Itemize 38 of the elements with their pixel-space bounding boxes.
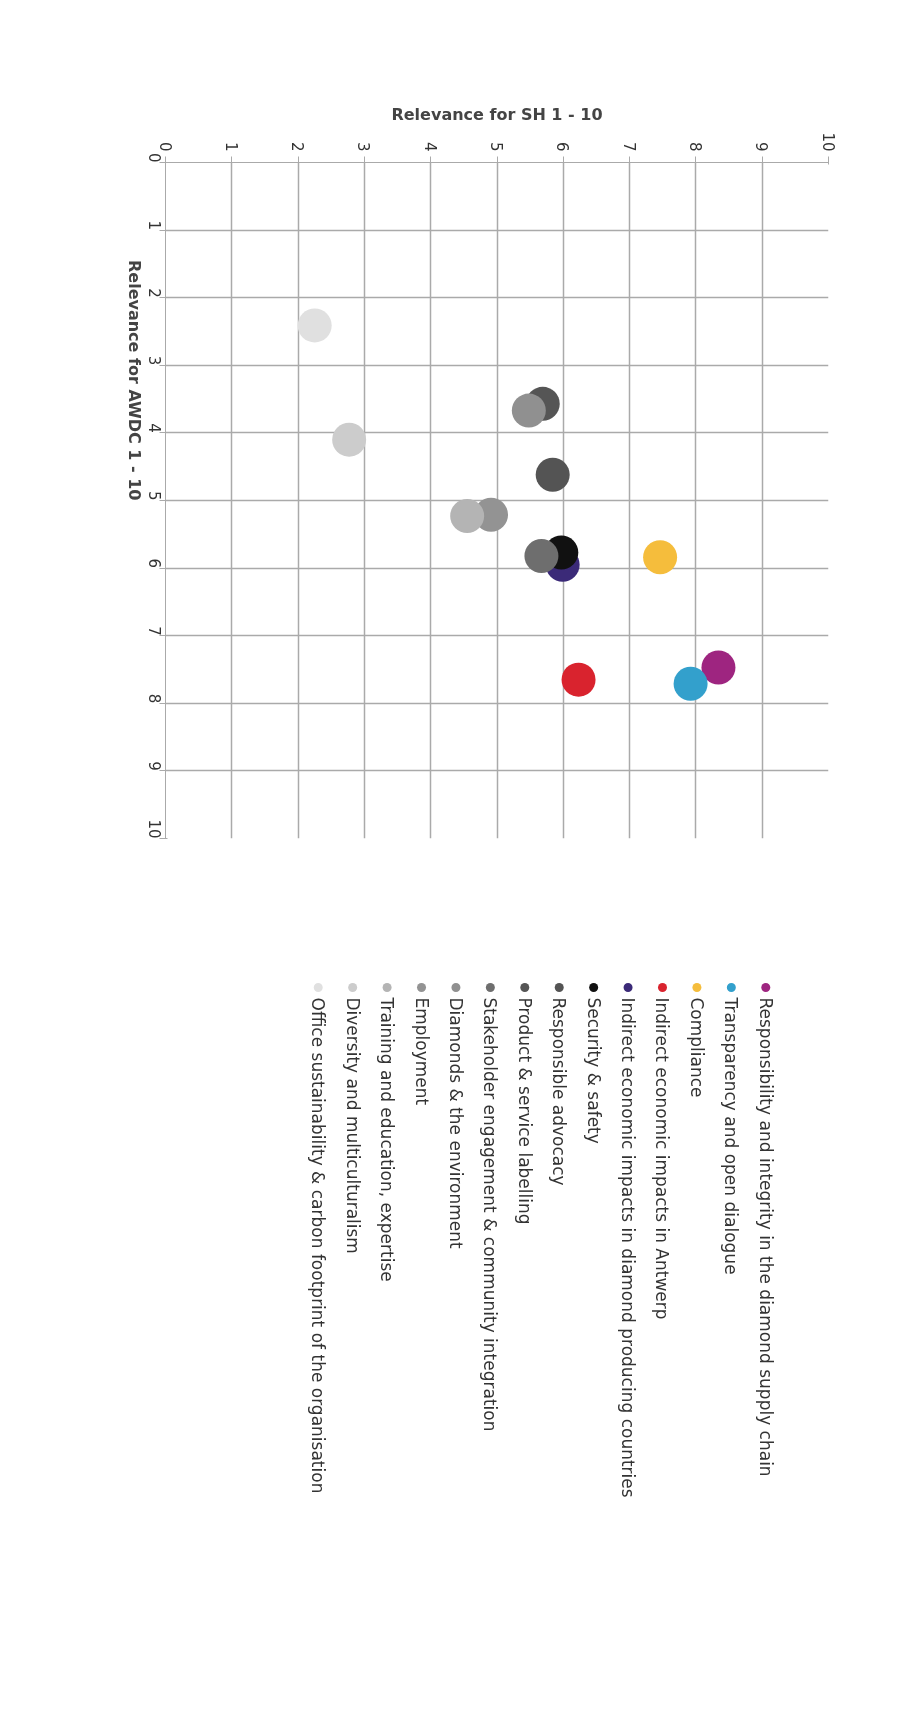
- y-tick-label: 0: [144, 152, 163, 163]
- x-tick-label: 2: [288, 141, 307, 152]
- y-tick-label: 2: [144, 288, 163, 298]
- legend-label: Transparency and open dialogue: [721, 996, 742, 1275]
- legend-label: Employment: [411, 997, 432, 1106]
- y-tick-label: 5: [144, 490, 163, 501]
- legend-label: Diversity and multiculturalism: [342, 997, 363, 1254]
- x-tick-label: 9: [752, 141, 771, 152]
- x-tick-label: 5: [487, 141, 505, 152]
- y-tick-label: 4: [144, 423, 163, 433]
- legend-label: Product & service labelling: [514, 997, 535, 1225]
- legend-label: Stakeholder engagement & community integration: [480, 997, 501, 1432]
- legend-label: Compliance: [686, 997, 707, 1098]
- legend-label: Diamonds & the environment: [445, 997, 466, 1250]
- x-tick-label: 4: [420, 141, 439, 152]
- y-tick-label: 3: [144, 355, 163, 366]
- y-tick-label: 1: [144, 220, 163, 231]
- y-tick-label: 6: [144, 558, 163, 569]
- x-tick-label: 6: [553, 141, 572, 152]
- legend-label: Indirect economic impacts in Antwerp: [652, 997, 673, 1320]
- x-tick-label: 3: [354, 141, 373, 152]
- x-tick-label: 8: [685, 141, 704, 152]
- y-tick-label: 10: [144, 819, 163, 839]
- x-tick-label: 10: [818, 132, 837, 152]
- x-tick-label: 1: [221, 141, 240, 152]
- legend-label: Training and education, expertise: [377, 996, 398, 1282]
- y-tick-label: 9: [144, 761, 163, 771]
- legend-label: Responsibility and integrity in the diamond supply chain: [755, 997, 776, 1477]
- x-tick-label: 0: [155, 141, 174, 152]
- legend-label: Security & safety: [583, 997, 604, 1144]
- x-axis-title: Relevance for SH 1 - 10: [391, 105, 603, 125]
- y-axis-title: Relevance for AWDC 1 - 10: [125, 259, 144, 501]
- x-tick-label: 7: [619, 141, 638, 152]
- y-tick-label: 8: [144, 693, 163, 704]
- legend-label: Indirect economic impacts in diamond producing countries: [618, 997, 639, 1498]
- y-tick-label: 7: [144, 626, 163, 636]
- legend-label: Office sustainability & carbon footprint of the organisation: [308, 997, 329, 1494]
- legend-label: Responsible advocacy: [549, 997, 570, 1186]
